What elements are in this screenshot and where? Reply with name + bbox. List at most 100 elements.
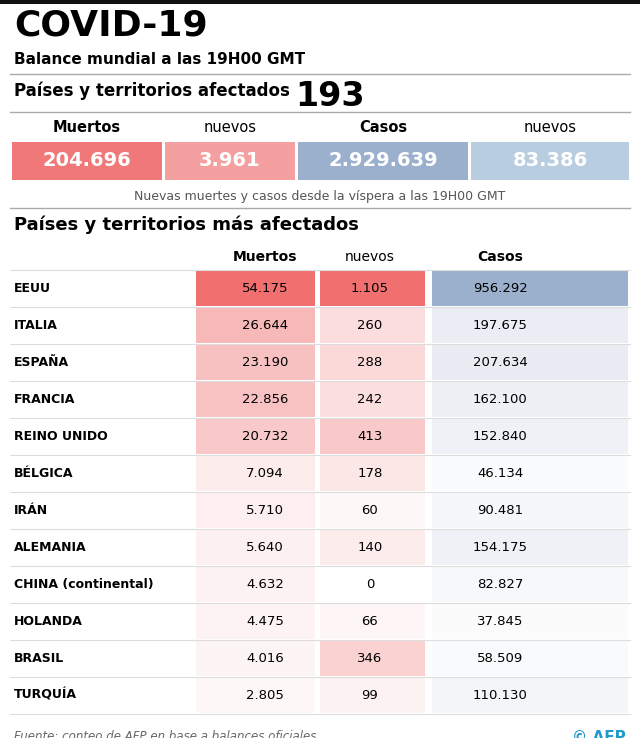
Bar <box>432 604 628 639</box>
Text: Países y territorios afectados: Países y territorios afectados <box>14 82 290 100</box>
Bar <box>320 382 425 417</box>
Text: 37.845: 37.845 <box>477 615 523 628</box>
Text: 46.134: 46.134 <box>477 467 523 480</box>
Text: nuevos: nuevos <box>524 120 577 135</box>
Text: 4.632: 4.632 <box>246 578 284 591</box>
Text: CHINA (continental): CHINA (continental) <box>14 578 154 591</box>
Bar <box>320 678 425 713</box>
Text: 197.675: 197.675 <box>472 319 527 332</box>
Bar <box>432 678 628 713</box>
Text: 90.481: 90.481 <box>477 504 523 517</box>
Text: TURQUÍA: TURQUÍA <box>14 689 77 702</box>
Text: 58.509: 58.509 <box>477 652 523 665</box>
Text: 22.856: 22.856 <box>242 393 288 406</box>
Text: 60: 60 <box>362 504 378 517</box>
Text: 193: 193 <box>295 80 365 113</box>
Bar <box>320 641 425 676</box>
Text: Fuente: conteo de AFP en base a balances oficiales: Fuente: conteo de AFP en base a balances… <box>14 730 316 738</box>
Text: 2.805: 2.805 <box>246 689 284 702</box>
Text: 4.475: 4.475 <box>246 615 284 628</box>
Text: nuevos: nuevos <box>345 250 395 264</box>
Text: © AFP: © AFP <box>572 730 626 738</box>
Text: 956.292: 956.292 <box>472 282 527 295</box>
Text: BÉLGICA: BÉLGICA <box>14 467 74 480</box>
Text: 152.840: 152.840 <box>472 430 527 443</box>
Bar <box>196 604 315 639</box>
Text: FRANCIA: FRANCIA <box>14 393 76 406</box>
Text: EEUU: EEUU <box>14 282 51 295</box>
Bar <box>196 419 315 454</box>
Bar <box>432 271 628 306</box>
Text: 140: 140 <box>357 541 383 554</box>
Text: 20.732: 20.732 <box>242 430 288 443</box>
Text: 3.961: 3.961 <box>199 151 261 170</box>
Text: 99: 99 <box>362 689 378 702</box>
Text: ITALIA: ITALIA <box>14 319 58 332</box>
Text: 346: 346 <box>357 652 383 665</box>
Bar <box>298 142 468 180</box>
Text: Casos: Casos <box>359 120 407 135</box>
Text: 204.696: 204.696 <box>43 151 131 170</box>
Bar <box>320 271 425 306</box>
Bar <box>432 345 628 380</box>
Bar <box>165 142 295 180</box>
Text: HOLANDA: HOLANDA <box>14 615 83 628</box>
Text: 154.175: 154.175 <box>472 541 527 554</box>
Bar <box>320 530 425 565</box>
Text: 5.640: 5.640 <box>246 541 284 554</box>
Bar <box>432 419 628 454</box>
Text: ESPAÑA: ESPAÑA <box>14 356 69 369</box>
Text: 7.094: 7.094 <box>246 467 284 480</box>
Text: 2.929.639: 2.929.639 <box>328 151 438 170</box>
Text: 1.105: 1.105 <box>351 282 389 295</box>
Text: Balance mundial a las 19H00 GMT: Balance mundial a las 19H00 GMT <box>14 52 305 67</box>
Text: 288: 288 <box>357 356 383 369</box>
Text: 26.644: 26.644 <box>242 319 288 332</box>
Bar <box>320 419 425 454</box>
Text: 178: 178 <box>357 467 383 480</box>
Text: Países y territorios más afectados: Países y territorios más afectados <box>14 216 359 235</box>
Text: Muertos: Muertos <box>53 120 121 135</box>
Text: 5.710: 5.710 <box>246 504 284 517</box>
Bar <box>320 308 425 343</box>
Text: IRÁN: IRÁN <box>14 504 48 517</box>
Bar <box>432 530 628 565</box>
Bar <box>196 678 315 713</box>
Bar <box>432 567 628 602</box>
Text: Casos: Casos <box>477 250 523 264</box>
Bar <box>320 456 425 491</box>
Bar <box>432 493 628 528</box>
Text: Muertos: Muertos <box>233 250 297 264</box>
Bar <box>196 456 315 491</box>
Bar <box>432 308 628 343</box>
Bar <box>196 345 315 380</box>
Bar <box>432 641 628 676</box>
Bar <box>320 567 425 602</box>
Text: ALEMANIA: ALEMANIA <box>14 541 86 554</box>
Text: 110.130: 110.130 <box>472 689 527 702</box>
Text: 260: 260 <box>357 319 383 332</box>
Bar <box>196 567 315 602</box>
Bar <box>0 0 640 4</box>
Text: 207.634: 207.634 <box>472 356 527 369</box>
Text: COVID-19: COVID-19 <box>14 8 208 42</box>
Text: 83.386: 83.386 <box>513 151 588 170</box>
Bar <box>320 493 425 528</box>
Text: 66: 66 <box>362 615 378 628</box>
Bar <box>196 641 315 676</box>
Bar <box>432 382 628 417</box>
Bar <box>196 271 315 306</box>
Text: 0: 0 <box>366 578 374 591</box>
Text: Nuevas muertes y casos desde la víspera a las 19H00 GMT: Nuevas muertes y casos desde la víspera … <box>134 190 506 203</box>
Text: 242: 242 <box>357 393 383 406</box>
Text: 4.016: 4.016 <box>246 652 284 665</box>
Text: nuevos: nuevos <box>204 120 257 135</box>
Bar <box>471 142 629 180</box>
Bar <box>196 493 315 528</box>
Text: 82.827: 82.827 <box>477 578 523 591</box>
Text: 413: 413 <box>357 430 383 443</box>
Text: REINO UNIDO: REINO UNIDO <box>14 430 108 443</box>
Bar <box>432 456 628 491</box>
Bar <box>196 308 315 343</box>
Text: 23.190: 23.190 <box>242 356 288 369</box>
